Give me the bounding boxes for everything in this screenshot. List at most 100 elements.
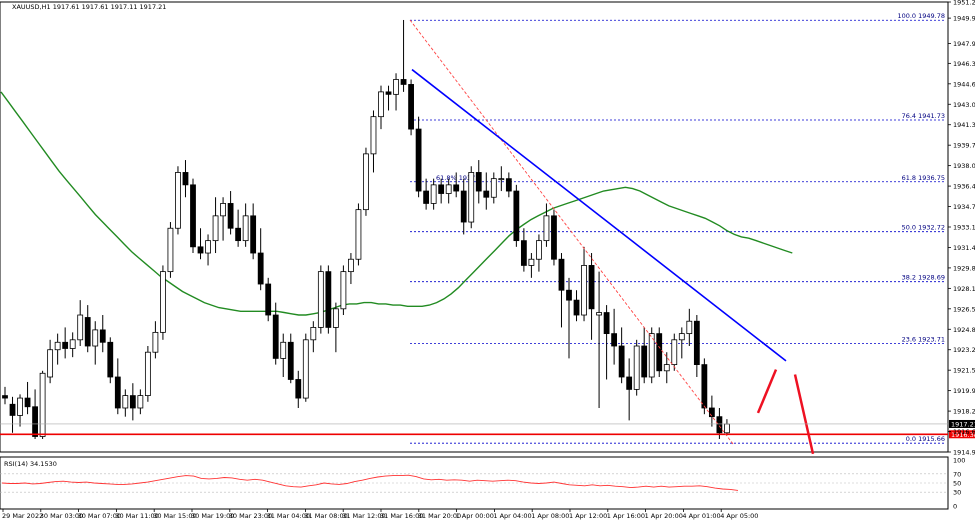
rsi-panel-frame [0,456,949,510]
candle-body [678,333,685,341]
time-tick-label: 31 Mar 20:00 [418,512,461,520]
candle-body [310,327,317,341]
candle-body [17,397,23,416]
candle-body [69,339,76,349]
price-tick-label: 1916.60 [953,428,975,436]
candle-body [287,341,294,380]
rsi-series-line [1,474,739,491]
price-tick-label: 1933.10 [953,224,975,232]
price-tick-label: 1939.70 [953,142,975,150]
candle-layer [2,19,730,439]
candle-body [129,395,136,409]
candle-body [32,406,38,437]
time-tick-label: 29 Mar 2022 [2,512,43,520]
time-tick-label: 30 Mar 15:00 [153,512,196,520]
candle-body [257,252,264,285]
rsi-level-label: 30 [953,489,961,497]
candle-body [671,339,678,366]
fib-label: 61.8 1936.75 [902,174,945,182]
candle-body [520,240,527,266]
candle-body [167,227,174,273]
candle-body [77,314,84,341]
candle-body [99,329,106,343]
candle-body [543,215,550,242]
rsi-level-label: 70 [953,470,961,478]
fib-anchor-line [409,19,734,445]
candle-body [144,351,151,396]
candle-body [47,349,54,378]
price-tick-label: 1936.40 [953,183,975,191]
fib-label: 100.0 1949.78 [897,12,945,20]
candle-body [701,364,708,409]
candle-body [160,271,166,333]
candle-body [9,403,16,416]
rsi-level-label: 50 [953,480,961,488]
support-price-box [949,430,975,439]
candle-body [272,314,279,359]
candle-body [62,341,69,349]
time-tick-label: 4 Apr 01:00 [682,512,720,520]
candle-body [54,341,61,351]
candle-body [317,271,324,328]
time-tick-label: 31 Mar 16:00 [380,512,423,520]
candle-body [122,395,129,409]
current-price-box [949,419,975,428]
price-tick-label: 1946.30 [953,60,975,68]
time-tick-label: 1 Apr 00:00 [456,512,494,520]
candle-body [648,333,655,378]
price-tick-label: 1926.50 [953,305,975,313]
candle-body [348,258,354,273]
candle-body [295,379,302,399]
candle-body [385,91,392,95]
candle-body [205,240,211,254]
candle-body [475,172,482,192]
candle-body [197,246,204,254]
candle-body [468,172,475,223]
rsi-layer [0,473,948,493]
candle-body [370,116,377,155]
candle-body [400,79,407,85]
price-tick-label: 1924.85 [953,326,975,334]
sma-series-line [0,91,793,316]
candle-body [430,184,437,204]
time-tick-label: 31 Mar 04:00 [267,512,310,520]
grid-layer [0,1,949,510]
candle-body [355,209,362,260]
rsi-level-label: 0 [953,503,957,511]
candle-body [716,416,723,434]
candle-body [483,190,490,198]
candle-body [227,203,234,229]
candle-body [453,184,460,192]
time-tick-label: 30 Mar 11:00 [115,512,158,520]
sma-layer [0,91,793,316]
candle-body [528,258,535,266]
candle-body [663,364,670,372]
time-tick-label: 31 Mar 08:00 [304,512,347,520]
candle-body [250,215,257,254]
candle-body [581,265,587,316]
candle-body [551,215,557,260]
candle-body [445,184,452,194]
time-tick-label: 30 Mar 19:00 [191,512,234,520]
fib-label: 50.0 1932.72 [902,224,945,232]
fib-label: 0.0 1915.66 [906,435,945,443]
candle-body [588,265,595,310]
candle-body [235,227,242,242]
candle-body [573,299,580,316]
time-tick-label: 1 Apr 20:00 [645,512,683,520]
price-tick-label: 1931.45 [953,244,975,252]
candle-body [611,333,618,347]
fibonacci-layer: 100.0 1949.78 76.4 1941.73 61.8 1936.75 50.… [410,12,946,444]
candle-body [596,312,602,316]
candle-body [212,215,219,242]
arrow-down-stroke [793,374,815,455]
arrow-up-stroke [756,369,778,414]
candle-body [460,190,467,223]
candle-body [423,190,430,204]
candle-body [438,184,445,194]
candle-body [408,84,414,130]
candle-body [490,178,497,198]
rsi-label: RSI(14) 34.1530 [4,460,57,468]
